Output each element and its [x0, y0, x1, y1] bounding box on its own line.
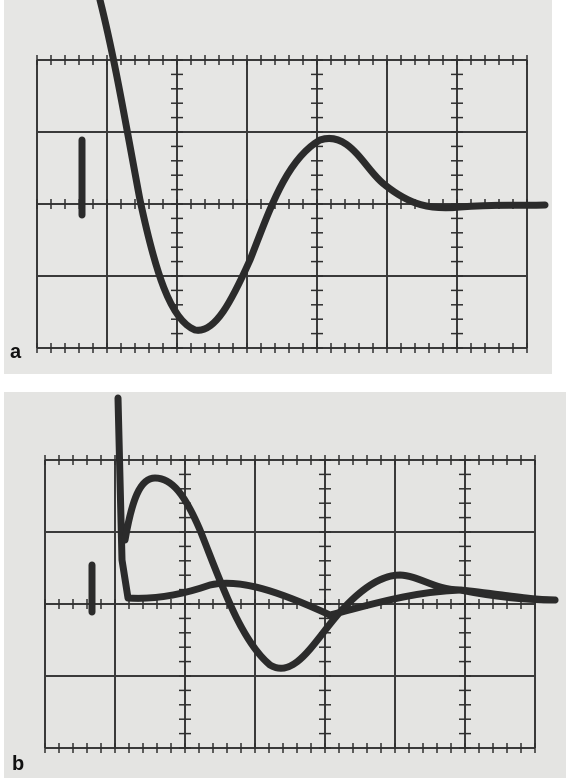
panel-label: b — [12, 753, 24, 775]
ticks — [44, 455, 536, 753]
panel-b-background — [4, 392, 566, 778]
ticks — [36, 55, 528, 353]
graticule-a — [36, 55, 528, 353]
trace-a-pulse — [78, 0, 549, 334]
trace-b-second — [121, 474, 559, 672]
panel-label: a — [10, 341, 22, 363]
graticule-b — [44, 455, 536, 753]
